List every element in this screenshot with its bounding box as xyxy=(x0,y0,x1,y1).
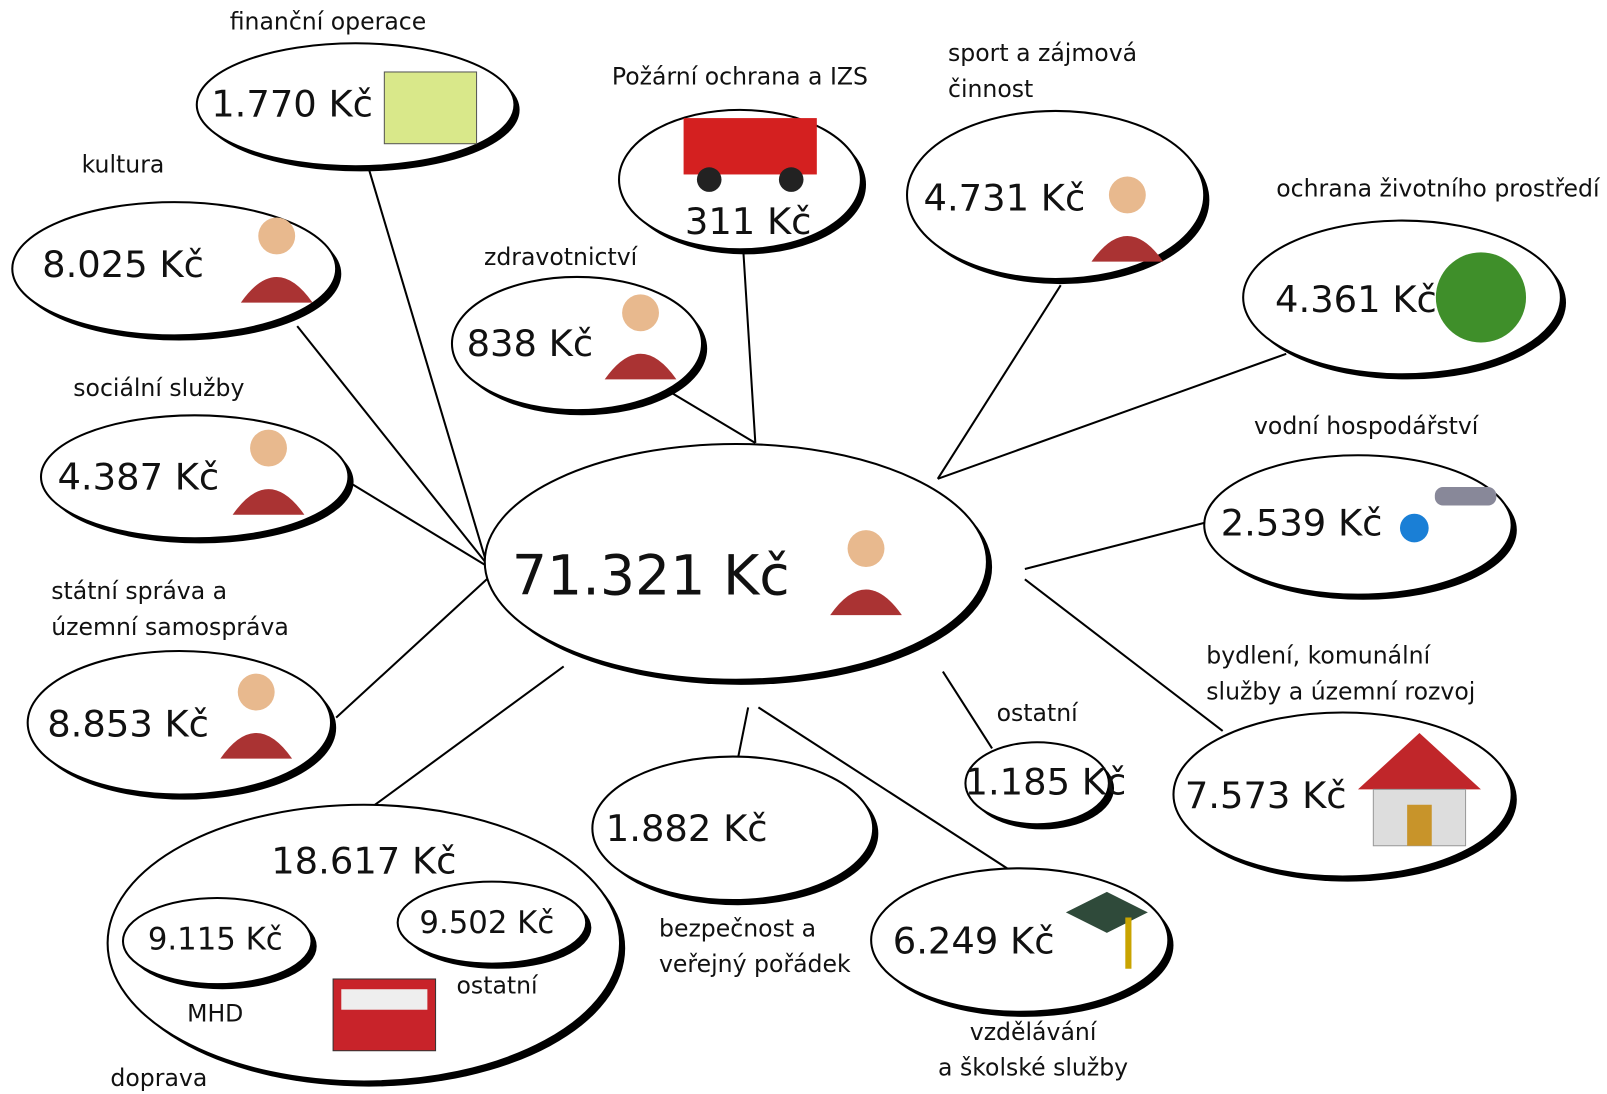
icon xyxy=(697,167,722,192)
node-label: vzdělávání xyxy=(970,1018,1098,1046)
node-label: kultura xyxy=(82,151,165,179)
node-label: veřejný pořádek xyxy=(659,950,851,978)
connector xyxy=(938,354,1286,479)
connector xyxy=(743,246,755,443)
connector xyxy=(336,579,487,717)
node-label: sport a zájmová xyxy=(948,39,1137,67)
node-value: 8.853 Kč xyxy=(47,702,209,745)
icon xyxy=(238,674,275,711)
node-label: a školské služby xyxy=(938,1054,1128,1082)
node-label: finanční operace xyxy=(230,7,427,35)
icon xyxy=(779,167,804,192)
connector xyxy=(738,707,748,758)
diagram: 71.321 Kč 1.770 Kč finanční operace 8.025 K… xyxy=(0,0,1607,1094)
connector xyxy=(1025,523,1204,569)
sub-label: MHD xyxy=(187,999,243,1027)
node-label: doprava xyxy=(110,1064,207,1092)
node-label: vodní hospodářství xyxy=(1254,412,1480,440)
node-value: 1.882 Kč xyxy=(606,807,768,850)
node-label: zdravotnictví xyxy=(484,243,639,271)
sub-label: ostatní xyxy=(457,972,540,1000)
connector xyxy=(666,390,755,443)
icon xyxy=(848,530,885,567)
node-value: 6.249 Kč xyxy=(893,920,1055,963)
node-label: ochrana životního prostředí xyxy=(1276,174,1601,202)
node-value: 7.573 Kč xyxy=(1185,774,1347,817)
node-value: 311 Kč xyxy=(685,200,812,243)
icon xyxy=(341,989,427,1009)
icon xyxy=(1125,917,1131,968)
icon xyxy=(250,430,287,467)
node-value: 4.387 Kč xyxy=(57,455,219,498)
icon xyxy=(1435,487,1496,505)
icon xyxy=(1436,252,1526,342)
connector xyxy=(364,666,564,813)
icon xyxy=(684,118,817,174)
nodes: 71.321 Kč 1.770 Kč finanční operace 8.025 K… xyxy=(12,7,1601,1092)
node-value: 838 Kč xyxy=(467,322,594,365)
node-value: 2.539 Kč xyxy=(1221,501,1383,544)
node-label: bezpečnost a xyxy=(659,914,816,942)
node-label: Požární ochrana a IZS xyxy=(612,63,868,91)
center-value: 71.321 Kč xyxy=(512,544,790,608)
connector xyxy=(938,285,1061,479)
node-label: služby a územní rozvoj xyxy=(1206,678,1475,706)
sub-value: 9.115 Kč xyxy=(148,922,283,958)
icon xyxy=(1400,514,1429,543)
node-value: 4.361 Kč xyxy=(1275,278,1437,321)
sub-value: 9.502 Kč xyxy=(419,905,554,941)
icon xyxy=(1407,805,1432,846)
icon xyxy=(384,72,476,144)
node-label: ostatní xyxy=(997,699,1080,727)
node-label: státní správa a xyxy=(51,577,227,605)
node-label: územní samospráva xyxy=(51,613,289,641)
node-label: činnost xyxy=(948,75,1033,103)
icon xyxy=(258,218,295,255)
node-value: 1.770 Kč xyxy=(211,82,373,125)
node-value: 4.731 Kč xyxy=(924,177,1086,220)
connector xyxy=(943,672,992,749)
icon xyxy=(1109,177,1146,214)
node-value: 8.025 Kč xyxy=(42,243,204,286)
node-label: sociální služby xyxy=(73,374,244,402)
node-value: 18.617 Kč xyxy=(271,840,456,883)
node-label: bydlení, komunální xyxy=(1206,642,1431,670)
page: 71.321 Kč 1.770 Kč finanční operace 8.025 K… xyxy=(0,0,1607,1094)
icon xyxy=(622,294,659,331)
node-value: 1.185 Kč xyxy=(964,761,1126,804)
